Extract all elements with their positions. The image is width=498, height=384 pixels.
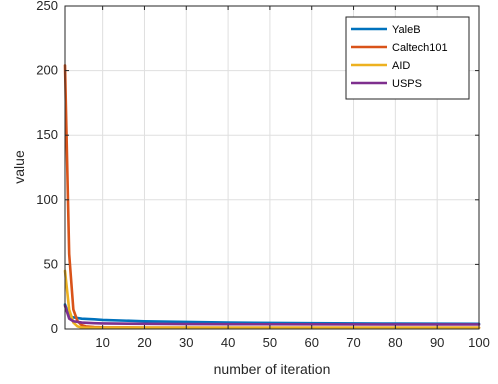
legend-box <box>345 16 470 100</box>
legend-label-aid: AID <box>392 60 410 72</box>
x-tick-label: 50 <box>263 335 277 350</box>
x-tick-label: 40 <box>221 335 235 350</box>
series-line-usps <box>63 304 481 326</box>
y-tick-label: 100 <box>36 192 58 207</box>
legend-label-caltech101: Caltech101 <box>392 42 448 54</box>
x-axis-title: number of iteration <box>214 361 331 377</box>
x-tick-label: 60 <box>304 335 318 350</box>
x-axis: 10 20 30 40 50 60 70 80 90 100 <box>95 6 490 350</box>
legend: YaleB Caltech101 AID USPS <box>345 16 470 100</box>
x-tick-label: 90 <box>430 335 444 350</box>
y-tick-label: 200 <box>36 63 58 78</box>
y-tick-label: 150 <box>36 127 58 142</box>
x-tick-label: 100 <box>468 335 490 350</box>
x-tick-label: 20 <box>137 335 151 350</box>
x-tick-label: 10 <box>95 335 109 350</box>
x-tick-label: 80 <box>388 335 402 350</box>
y-axis: 0 50 100 150 200 250 <box>36 0 479 336</box>
y-tick-label: 50 <box>44 256 58 271</box>
y-axis-title: value <box>11 150 27 184</box>
y-tick-label: 0 <box>51 321 58 336</box>
x-tick-label: 30 <box>179 335 193 350</box>
legend-label-usps: USPS <box>392 78 422 90</box>
legend-label-yaleb: YaleB <box>392 24 421 36</box>
y-tick-label: 250 <box>36 0 58 13</box>
plot-frame <box>64 5 480 330</box>
x-tick-label: 70 <box>346 335 360 350</box>
